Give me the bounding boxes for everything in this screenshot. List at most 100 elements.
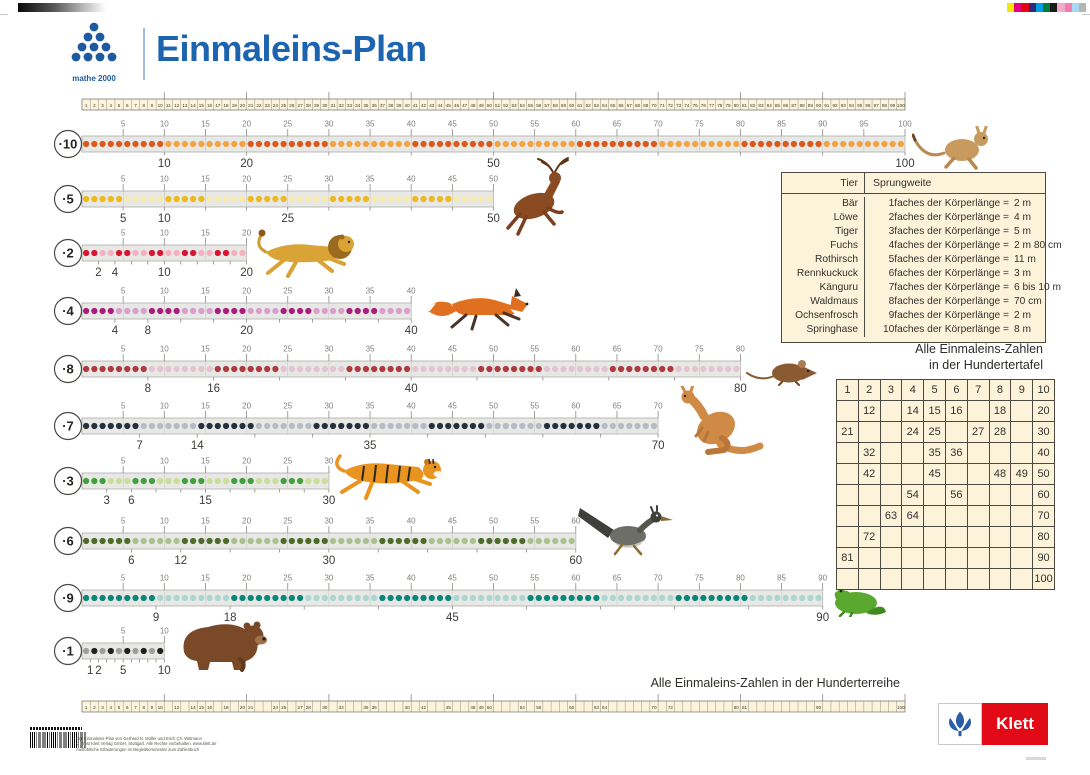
svg-text:65: 65 [612,345,621,354]
htafel-cell: 54 [902,485,924,505]
htafel-cell [902,527,924,547]
svg-text:20: 20 [242,229,251,238]
sprungweite-value: 2faches der Körperlänge = 4 m [888,212,1031,223]
htafel-cell: 2 [858,380,880,400]
htafel-cell [880,527,902,547]
row-factor-label: ·2 [62,246,74,261]
svg-text:50: 50 [489,175,498,184]
htafel-cell [989,569,1011,589]
multiplication-row-8: 5 10 15 20 25 30 35 40 45 50 55 60 65 70 75 80 8 16 40 80 ·8 [53,345,747,395]
svg-text:10: 10 [160,517,169,526]
svg-text:6: 6 [126,103,129,108]
milestone-label: 18 [224,612,237,624]
htafel-cell: 15 [924,401,945,421]
svg-text:8: 8 [142,103,145,108]
htafel-cell [880,548,902,568]
svg-text:40: 40 [407,175,416,184]
svg-text:75: 75 [695,574,704,583]
svg-text:59: 59 [561,103,567,108]
htafel-cell: 56 [945,485,967,505]
htafel-cell [967,443,989,463]
svg-text:56: 56 [536,103,542,108]
svg-text:9: 9 [151,705,154,710]
tier-name: Löwe [782,211,865,225]
multiplication-row-5: 5 10 15 20 25 30 35 40 45 50 5 10 25 50 ·5 [53,175,500,225]
svg-text:12: 12 [174,705,180,710]
htafel-cell [989,527,1011,547]
htafel-cell: 90 [1033,548,1054,568]
svg-text:91: 91 [824,103,830,108]
milestone-label: 6 [128,555,134,567]
mathe2000-logo: mathe 2000 [54,22,134,83]
svg-text:20: 20 [242,517,251,526]
svg-text:77: 77 [709,103,715,108]
barcode [30,732,86,748]
hundertertafel-title-line2: in der Hundertertafel [929,358,1043,372]
tier-name: Fuchs [782,239,865,253]
svg-text:28: 28 [306,705,312,710]
htafel-cell: 70 [1033,506,1054,526]
svg-text:50: 50 [489,402,498,411]
row-factor-label: ·1 [62,644,74,659]
htafel-cell: 20 [1033,401,1054,421]
svg-text:31: 31 [330,103,336,108]
milestone-label: 25 [281,213,294,225]
svg-text:63: 63 [594,103,600,108]
svg-text:20: 20 [242,175,251,184]
sprungweite-row: Springhase 10faches der Körperlänge = 8 m [782,323,1045,337]
htafel-cell [967,527,989,547]
htafel-cell: 81 [837,548,858,568]
klett-wordmark: Klett [982,703,1048,745]
htafel-cell [989,443,1011,463]
htafel-cell: 72 [858,527,880,547]
svg-text:42: 42 [421,103,427,108]
svg-text:16: 16 [207,103,213,108]
milestone-label: 70 [652,440,665,452]
svg-text:10: 10 [160,402,169,411]
milestone-label: 12 [174,555,187,567]
color-swatch [1078,3,1087,12]
htafel-cell [837,485,858,505]
header-divider [143,28,145,80]
svg-text:25: 25 [283,120,292,129]
svg-text:68: 68 [635,103,641,108]
svg-text:10: 10 [160,120,169,129]
svg-text:48: 48 [470,705,476,710]
sprungweite-value: 10faches der Körperlänge = 8 m [882,324,1031,335]
svg-text:5: 5 [118,705,121,710]
svg-text:25: 25 [283,287,292,296]
print-grayscale-bar [18,3,106,12]
svg-text:60: 60 [571,574,580,583]
svg-text:79: 79 [725,103,731,108]
svg-text:5: 5 [121,120,126,129]
svg-text:100: 100 [897,103,905,108]
htafel-cell: 30 [1033,422,1054,442]
svg-text:92: 92 [832,103,838,108]
svg-text:32: 32 [339,103,345,108]
svg-text:35: 35 [366,402,375,411]
svg-text:54: 54 [520,705,526,710]
svg-text:20: 20 [242,574,251,583]
row-factor-label: ·5 [62,192,74,207]
svg-text:15: 15 [201,457,210,466]
svg-text:55: 55 [530,345,539,354]
multiplication-row-2: 5 10 15 20 2 4 10 20 ·2 [53,229,253,279]
htafel-cell [837,401,858,421]
svg-text:20: 20 [242,120,251,129]
milestone-label: 8 [145,325,151,337]
svg-text:98: 98 [882,103,888,108]
multiplication-row-1: 5 10 1 2 5 10 ·1 [53,627,171,677]
svg-text:15: 15 [201,402,210,411]
bottom-number-row-svg: 1 2 3 4 5 6 7 8 9 10 12 14 15 16 18 20 21 24 25 27 28 30 32 35 3… [81,694,906,713]
svg-text:36: 36 [372,103,378,108]
sprungweite-row: Tiger 3faches der Körperlänge = 5 m [782,225,1045,239]
svg-text:42: 42 [421,705,427,710]
milestone-label: 40 [405,325,418,337]
milestone-label: 6 [128,495,134,507]
svg-text:64: 64 [602,705,608,710]
svg-text:40: 40 [407,402,416,411]
svg-text:80: 80 [734,705,740,710]
htafel-cell [945,569,967,589]
svg-text:80: 80 [734,103,740,108]
svg-text:10: 10 [160,627,169,636]
